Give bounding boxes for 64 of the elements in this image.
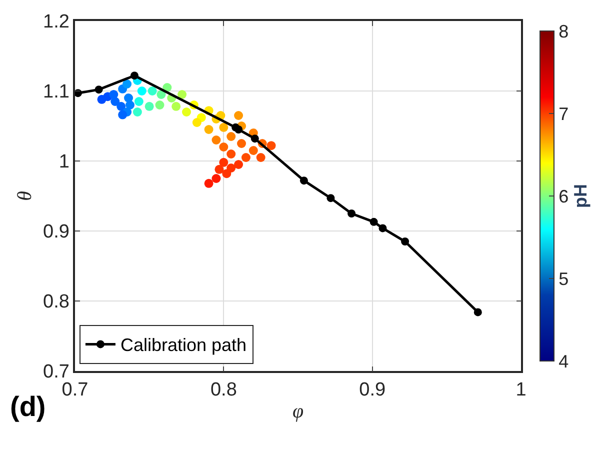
- point: [155, 100, 164, 110]
- point: [378, 224, 387, 232]
- color-bar-label: 5: [558, 268, 569, 289]
- point: [156, 90, 166, 99]
- point: [109, 90, 118, 99]
- x-tick-label: 0.8: [210, 380, 237, 401]
- point: [348, 210, 356, 218]
- point: [300, 176, 308, 185]
- point: [204, 125, 214, 134]
- y-tick-label: 0.8: [43, 292, 70, 313]
- point: [192, 118, 202, 127]
- point: [234, 126, 243, 134]
- point: [248, 146, 258, 155]
- text: (d): [10, 391, 46, 422]
- point: [144, 102, 154, 111]
- point: [401, 238, 410, 246]
- point: [116, 102, 126, 111]
- point: [75, 89, 82, 98]
- point: [326, 194, 335, 202]
- point: [212, 136, 221, 144]
- point: [126, 100, 135, 110]
- y-tick-label: 0.9: [43, 222, 70, 243]
- point: [219, 158, 228, 167]
- color-bar-label: 4: [558, 351, 569, 372]
- point: [134, 97, 144, 106]
- point: [474, 308, 482, 316]
- legend-label: Calibration path: [120, 335, 247, 356]
- point: [122, 80, 132, 88]
- point: [130, 72, 138, 80]
- point: [178, 90, 187, 99]
- point: [204, 178, 214, 188]
- point: [226, 164, 236, 172]
- point: [172, 102, 181, 111]
- point: [241, 153, 250, 162]
- point: [234, 160, 244, 169]
- point: [219, 142, 228, 152]
- point: [250, 134, 259, 143]
- point: [226, 150, 236, 158]
- point: [234, 111, 244, 120]
- color-bar-label: 8: [558, 21, 569, 42]
- point: [256, 153, 266, 162]
- point: [182, 108, 191, 116]
- point: [370, 218, 378, 226]
- point: [226, 132, 236, 141]
- color-bar-title: pH: [570, 184, 591, 208]
- y-axis-title: θ: [14, 190, 36, 201]
- point: [148, 86, 157, 96]
- y-tick-label: 1.2: [43, 12, 70, 33]
- color-bar-label: 6: [558, 186, 569, 206]
- x-tick-label: 0.9: [359, 380, 386, 401]
- x-tick-label: 1: [516, 380, 526, 401]
- point: [94, 86, 103, 94]
- point: [237, 139, 246, 148]
- point: [212, 174, 221, 183]
- point: [132, 108, 142, 116]
- point: [214, 164, 224, 174]
- y-tick-label: 1.1: [43, 82, 70, 103]
- y-tick-label: 1: [58, 152, 70, 173]
- point: [118, 110, 128, 120]
- point: [137, 86, 146, 96]
- point: [219, 122, 228, 132]
- color-bar-label: 7: [558, 104, 569, 124]
- x-axis-title: φ: [292, 400, 304, 423]
- point: [266, 141, 276, 150]
